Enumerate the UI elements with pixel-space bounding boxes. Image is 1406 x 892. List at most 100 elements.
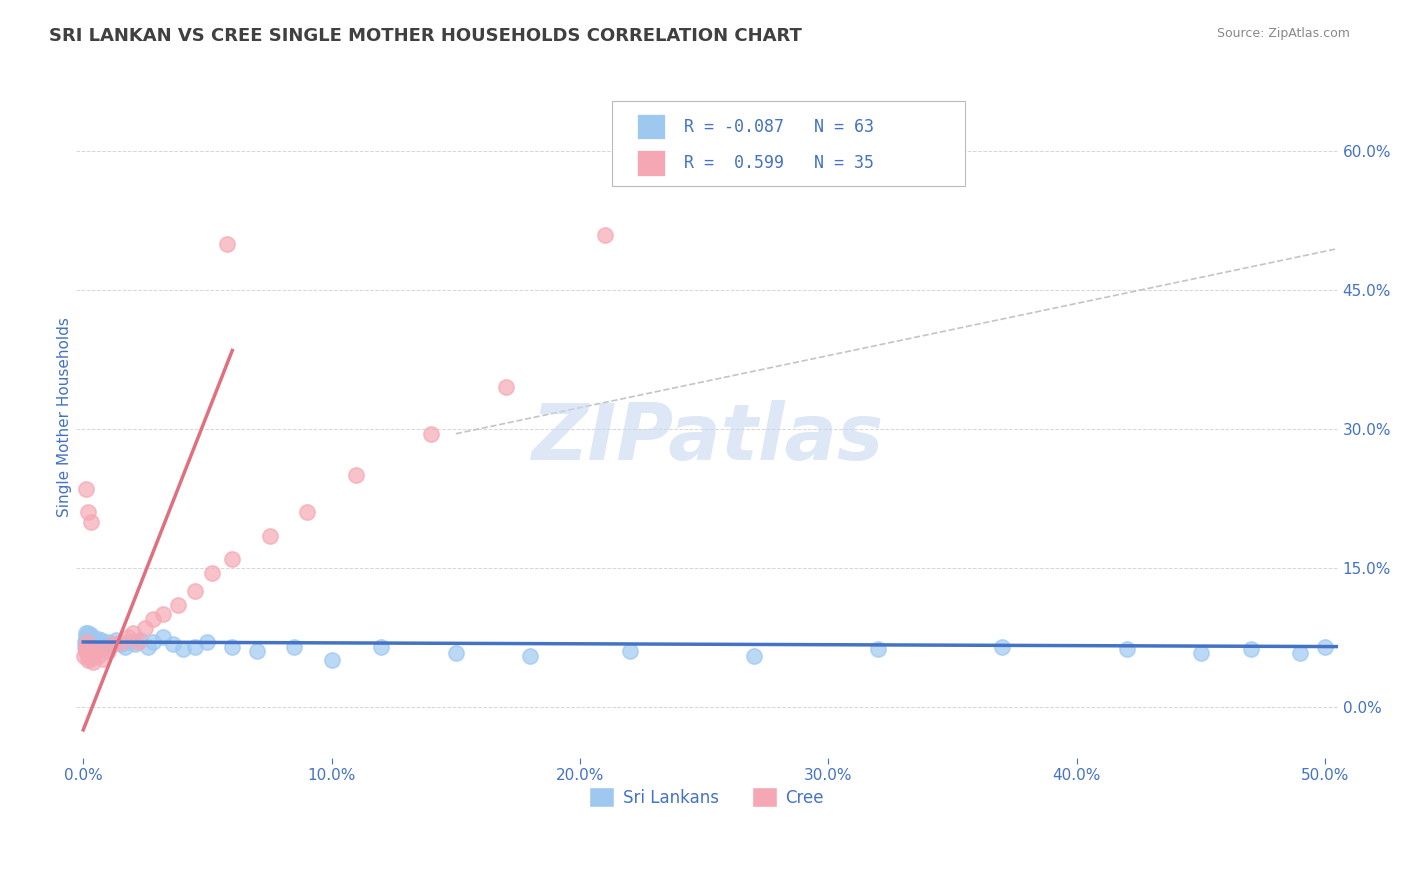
Point	[75, 640, 97, 654]
Point	[136, 640, 159, 654]
Point	[221, 640, 243, 654]
Point	[94, 640, 117, 654]
Point	[420, 426, 443, 441]
Point	[184, 640, 207, 654]
Point	[184, 584, 207, 599]
Point	[346, 468, 368, 483]
Point	[77, 653, 100, 667]
Point	[84, 637, 107, 651]
Point	[75, 625, 97, 640]
Point	[619, 644, 641, 658]
Point	[152, 607, 174, 622]
Point	[77, 505, 100, 519]
Point	[76, 635, 98, 649]
Point	[593, 227, 616, 242]
Point	[90, 633, 112, 648]
Point	[87, 648, 110, 663]
Point	[77, 646, 100, 660]
Point	[259, 528, 281, 542]
Point	[127, 635, 149, 649]
Point	[124, 637, 146, 651]
Point	[80, 640, 103, 654]
Point	[117, 631, 139, 645]
Point	[77, 635, 100, 649]
Point	[991, 640, 1014, 654]
Point	[80, 646, 103, 660]
FancyBboxPatch shape	[637, 151, 665, 177]
Point	[129, 633, 152, 648]
Point	[73, 648, 96, 663]
Point	[91, 637, 114, 651]
Point	[110, 635, 132, 649]
Point	[87, 632, 110, 647]
Point	[152, 631, 174, 645]
Point	[79, 633, 101, 648]
Point	[76, 640, 98, 654]
Point	[75, 483, 97, 497]
Point	[75, 644, 97, 658]
Point	[114, 640, 136, 654]
Point	[82, 656, 104, 670]
Point	[91, 651, 114, 665]
Point	[1189, 646, 1212, 660]
Point	[80, 637, 103, 651]
Point	[76, 644, 98, 658]
Point	[84, 644, 107, 658]
Point	[101, 637, 124, 651]
Point	[201, 566, 224, 580]
Text: SRI LANKAN VS CREE SINGLE MOTHER HOUSEHOLDS CORRELATION CHART: SRI LANKAN VS CREE SINGLE MOTHER HOUSEHO…	[49, 27, 801, 45]
Point	[97, 644, 120, 658]
Point	[80, 627, 103, 641]
Point	[77, 644, 100, 658]
Point	[80, 635, 103, 649]
Point	[162, 637, 184, 651]
Point	[75, 635, 97, 649]
Point	[495, 380, 517, 394]
Point	[75, 644, 97, 658]
Point	[1240, 642, 1263, 657]
Legend: Sri Lankans, Cree: Sri Lankans, Cree	[583, 780, 831, 814]
Point	[101, 637, 124, 651]
Point	[221, 551, 243, 566]
Point	[283, 640, 305, 654]
Point	[80, 632, 103, 647]
Point	[197, 635, 219, 649]
Point	[1115, 642, 1137, 657]
Point	[82, 633, 104, 648]
Point	[80, 631, 103, 645]
Point	[110, 637, 132, 651]
Point	[166, 598, 188, 612]
Text: R = -0.087   N = 63: R = -0.087 N = 63	[683, 118, 875, 136]
Point	[87, 635, 110, 649]
Point	[742, 648, 765, 663]
Point	[370, 640, 392, 654]
FancyBboxPatch shape	[637, 113, 665, 139]
Text: R =  0.599   N = 35: R = 0.599 N = 35	[683, 154, 875, 172]
Point	[80, 651, 103, 665]
Point	[84, 633, 107, 648]
Point	[80, 515, 103, 529]
Point	[217, 237, 239, 252]
Point	[120, 635, 142, 649]
Point	[83, 637, 105, 651]
Point	[76, 635, 98, 649]
Point	[868, 642, 890, 657]
Point	[75, 640, 97, 654]
Point	[77, 631, 100, 645]
Point	[76, 631, 98, 645]
FancyBboxPatch shape	[612, 102, 966, 186]
Point	[77, 640, 100, 654]
Point	[246, 644, 269, 658]
Text: ZIPatlas: ZIPatlas	[530, 400, 883, 476]
Y-axis label: Single Mother Households: Single Mother Households	[58, 318, 72, 517]
Point	[1315, 640, 1337, 654]
Point	[122, 625, 145, 640]
Point	[82, 635, 104, 649]
Point	[77, 625, 100, 640]
Point	[444, 646, 467, 660]
Point	[104, 633, 127, 648]
Point	[295, 505, 318, 519]
Point	[75, 631, 97, 645]
Point	[134, 621, 156, 635]
Point	[79, 640, 101, 654]
